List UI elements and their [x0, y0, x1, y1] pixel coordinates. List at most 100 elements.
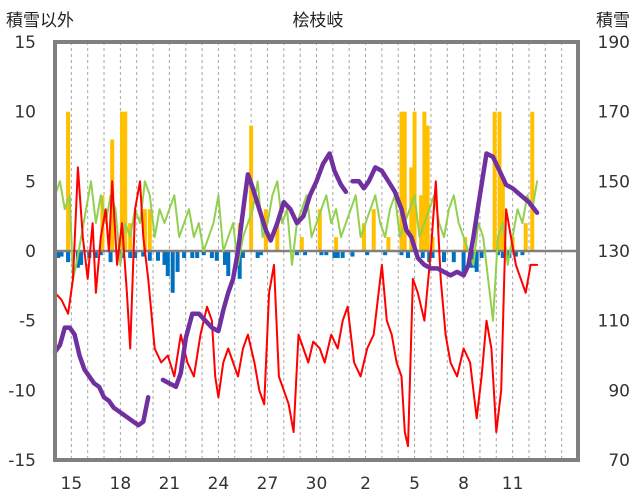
blue-bar: [66, 251, 71, 263]
blue-bar: [222, 251, 227, 265]
blue-bar: [147, 251, 152, 261]
snow-depth-line: [350, 151, 540, 278]
blue-bar: [474, 251, 479, 272]
blue-bar: [441, 251, 446, 263]
blue-bar: [350, 251, 355, 257]
blue-bar: [162, 251, 167, 265]
bars-layer: [56, 111, 535, 293]
blue-bar: [108, 251, 113, 263]
blue-bar: [383, 251, 388, 256]
x-tick-label: 11: [502, 474, 524, 494]
blue-bar: [209, 251, 214, 258]
x-tick-label: 18: [110, 474, 132, 494]
temperature-line: [54, 166, 539, 448]
x-tick-label: 24: [208, 474, 230, 494]
blue-bar: [461, 251, 466, 272]
blue-bar: [319, 251, 324, 256]
blue-bar: [175, 251, 180, 272]
x-tick-label: 30: [306, 474, 328, 494]
snow-depth-line: [160, 151, 349, 390]
blue-bar: [420, 251, 425, 258]
precipitation-bar: [66, 111, 71, 252]
precipitation-bar: [530, 111, 535, 252]
precipitation-bar: [142, 209, 147, 251]
left-axis-label: 積雪以外: [6, 11, 74, 31]
blue-bar: [427, 251, 432, 263]
ticks-layer: 15 10 5 0 -5 -10 -15 190 170 150 130 110 90 70 15 18 21 2…: [8, 33, 630, 494]
blue-bar: [56, 251, 61, 258]
precipitation-bar: [422, 111, 427, 252]
blue-bar: [226, 251, 231, 277]
x-tick-label: 2: [360, 474, 371, 494]
blue-bar: [182, 251, 187, 258]
precipitation-bar: [492, 111, 497, 252]
blue-bar: [335, 251, 340, 258]
left-tick-label: 5: [25, 172, 36, 192]
blue-bar: [294, 251, 299, 256]
precipitation-bar: [299, 237, 304, 251]
snow-depth-line: [52, 325, 151, 428]
blue-bar: [430, 251, 435, 258]
precipitation-bar: [334, 237, 339, 251]
blue-bar: [240, 251, 245, 258]
blue-bar: [258, 251, 263, 256]
left-tick-label: -5: [19, 312, 36, 332]
left-tick-label: -10: [8, 381, 36, 401]
blue-bar: [451, 251, 456, 263]
blue-bar: [59, 251, 64, 257]
precipitation-bar: [147, 209, 152, 251]
precipitation-bar: [399, 111, 404, 252]
precipitation-bar: [430, 237, 435, 251]
blue-bar: [195, 251, 200, 258]
right-tick-label: 110: [598, 312, 630, 332]
precipitation-bar: [425, 125, 430, 251]
plot-frame: [53, 40, 580, 462]
green-series-line: [54, 180, 539, 322]
precipitation-bar: [386, 237, 391, 251]
precipitation-bar: [371, 209, 376, 251]
blue-bar: [520, 251, 525, 256]
blue-bar: [155, 251, 160, 261]
blue-bar: [406, 251, 411, 258]
blue-bar: [513, 251, 518, 257]
right-tick-label: 190: [598, 33, 630, 53]
precipitation-bar: [409, 167, 414, 251]
x-tick-label: 21: [159, 474, 181, 494]
x-tick-label: 15: [61, 474, 83, 494]
blue-bar: [165, 251, 170, 277]
x-tick-label: 5: [409, 474, 420, 494]
right-tick-label: 130: [598, 242, 630, 262]
blue-bar: [170, 251, 175, 293]
precipitation-bar: [523, 223, 528, 251]
blue-bar: [500, 251, 505, 258]
blue-bar: [190, 251, 195, 258]
blue-bar: [303, 251, 308, 256]
right-tick-label: 90: [608, 381, 630, 401]
chart-title: 桧枝岐: [293, 11, 344, 31]
left-tick-label: 0: [25, 242, 36, 262]
precipitation-bar: [412, 111, 417, 252]
blue-bar: [201, 251, 206, 256]
blue-bar: [237, 251, 242, 279]
blue-bar: [93, 251, 98, 258]
precipitation-bar: [123, 111, 128, 252]
blue-bar: [399, 251, 404, 256]
precipitation-bar: [497, 111, 502, 252]
blue-bar: [141, 251, 146, 257]
blue-bar: [332, 251, 337, 258]
blue-bar: [255, 251, 260, 258]
precipitation-bar: [361, 223, 366, 251]
right-tick-label: 170: [598, 103, 630, 123]
blue-bar: [133, 251, 138, 258]
precipitation-bar: [402, 111, 407, 252]
precipitation-bar: [120, 111, 125, 252]
left-tick-label: 15: [14, 33, 36, 53]
lines-layer: [52, 151, 540, 448]
blue-bar: [98, 251, 103, 256]
blue-bar: [214, 251, 219, 261]
blue-bar: [79, 251, 84, 265]
right-tick-label: 150: [598, 172, 630, 192]
x-tick-label: 27: [257, 474, 279, 494]
precipitation-bar: [317, 209, 322, 251]
